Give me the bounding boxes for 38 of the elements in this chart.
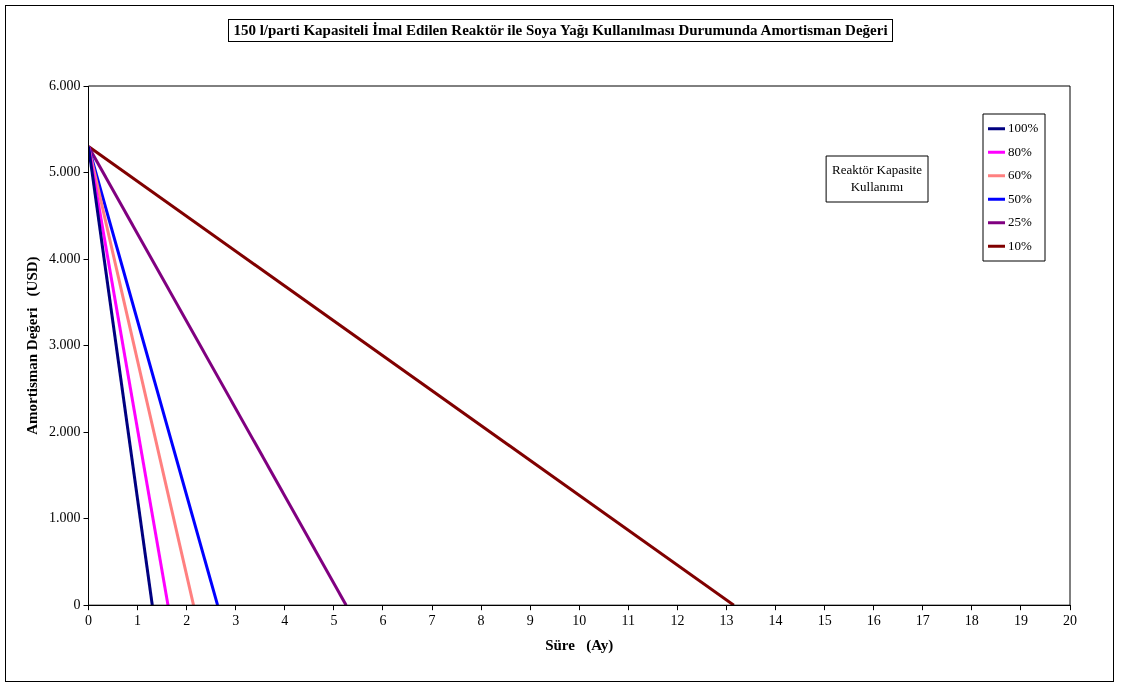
x-tick-label: 9 <box>526 613 534 629</box>
x-tick-label: 5 <box>330 613 338 629</box>
x-tick-label: 10 <box>572 613 587 629</box>
y-tick-label: 3.000 <box>49 337 81 353</box>
legend-label: 25% <box>1008 214 1032 230</box>
y-tick-label: 1.000 <box>49 510 81 526</box>
x-tick-label: 7 <box>428 613 436 629</box>
x-tick-label: 8 <box>477 613 485 629</box>
legend-label: 10% <box>1008 237 1032 253</box>
x-tick-label: 11 <box>621 613 636 629</box>
legend-label: 50% <box>1008 190 1032 206</box>
legend-title: Reaktör Kapasite Kullanımı <box>832 161 923 194</box>
chart-title: 150 l/parti Kapasiteli İmal Edilen Reaktör ile Soya Yağı Kullanılması Durumunda Amortisman Değeri <box>228 19 893 42</box>
y-tick-label: 2.000 <box>49 423 81 439</box>
y-tick-label: 6.000 <box>49 77 81 93</box>
x-tick-label: 17 <box>915 613 930 629</box>
x-tick-label: 2 <box>183 613 191 629</box>
x-tick-label: 14 <box>768 613 783 629</box>
x-tick-label: 4 <box>281 613 289 629</box>
x-tick-label: 0 <box>85 613 92 629</box>
x-tick-label: 16 <box>866 613 881 629</box>
x-tick-label: 6 <box>379 613 387 629</box>
x-tick-label: 3 <box>232 613 240 629</box>
x-tick-label: 13 <box>719 613 734 629</box>
legend-label: 100% <box>1008 120 1039 136</box>
legend-label: 60% <box>1008 167 1032 183</box>
y-tick-label: 4.000 <box>49 250 81 266</box>
x-tick-label: 18 <box>964 613 979 629</box>
x-tick-label: 12 <box>670 613 685 629</box>
x-tick-label: 20 <box>1063 613 1077 629</box>
x-tick-label: 15 <box>817 613 832 629</box>
y-tick-label: 5.000 <box>49 164 81 180</box>
y-axis-title: Amortisman Değeri (USD) <box>23 256 41 435</box>
x-axis-title: Süre (Ay) <box>545 636 614 654</box>
legend-label: 80% <box>1008 143 1032 159</box>
x-tick-label: 1 <box>134 613 142 629</box>
x-tick-label: 19 <box>1013 613 1028 629</box>
y-tick-label: 0 <box>73 596 81 612</box>
